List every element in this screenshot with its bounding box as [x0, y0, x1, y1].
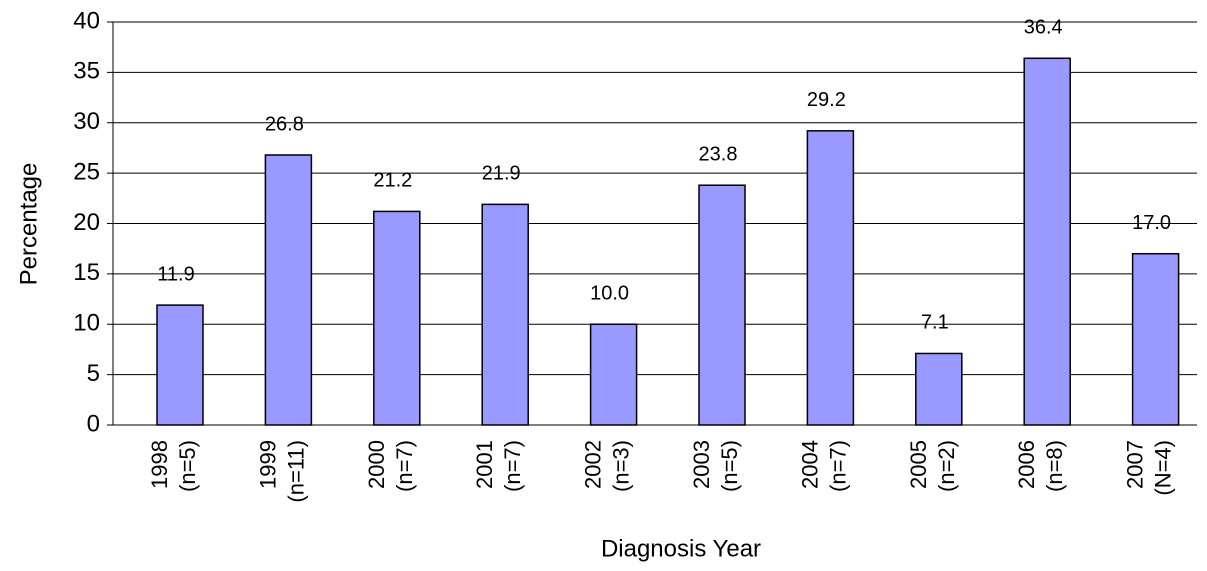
y-tick-label: 20	[73, 209, 100, 236]
y-tick-label: 40	[73, 7, 100, 34]
y-tick-label: 35	[73, 58, 100, 85]
value-label: 23.8	[699, 143, 738, 165]
value-label: 36.4	[1024, 17, 1063, 39]
x-tick-label: 2006 (n=8)	[1014, 440, 1067, 492]
y-tick-label: 5	[87, 360, 100, 387]
bar	[481, 203, 529, 426]
bar	[373, 210, 421, 426]
x-axis-title: Diagnosis Year	[601, 535, 761, 562]
x-tick-label: 2003 (n=5)	[689, 440, 742, 492]
value-label: 7.1	[921, 312, 949, 334]
x-tick-label: 2007 (N=4)	[1122, 440, 1175, 496]
bar	[915, 352, 963, 426]
x-tick-label: 2005 (n=2)	[906, 440, 959, 492]
value-label: 26.8	[265, 113, 304, 135]
value-label: 21.9	[482, 163, 521, 185]
bar	[264, 154, 313, 426]
x-tick-label: 2004 (n=7)	[797, 440, 850, 492]
y-tick-label: 25	[73, 158, 100, 185]
bar	[1131, 252, 1180, 426]
x-tick-label: 2000 (n=7)	[364, 440, 417, 492]
bar	[698, 184, 746, 426]
x-tick-label: 2001 (n=7)	[472, 440, 525, 492]
bar	[806, 130, 855, 426]
bar	[156, 304, 204, 426]
x-tick-label: 1998 (n=5)	[147, 440, 200, 492]
value-label: 21.2	[373, 170, 412, 192]
x-tick-label: 2002 (n=3)	[580, 440, 633, 492]
y-tick-label: 15	[73, 259, 100, 286]
value-label: 10.0	[590, 283, 629, 305]
y-tick-label: 10	[73, 310, 100, 337]
y-tick-label: 0	[87, 410, 100, 437]
value-label: 29.2	[807, 89, 846, 111]
y-tick-label: 30	[73, 108, 100, 135]
bar	[589, 323, 638, 426]
y-axis-title: Percentage	[15, 163, 42, 286]
value-label: 11.9	[157, 263, 194, 285]
x-tick-label: 1999 (n=11)	[255, 440, 308, 503]
bar	[1023, 57, 1071, 426]
value-label: 17.0	[1132, 212, 1171, 234]
